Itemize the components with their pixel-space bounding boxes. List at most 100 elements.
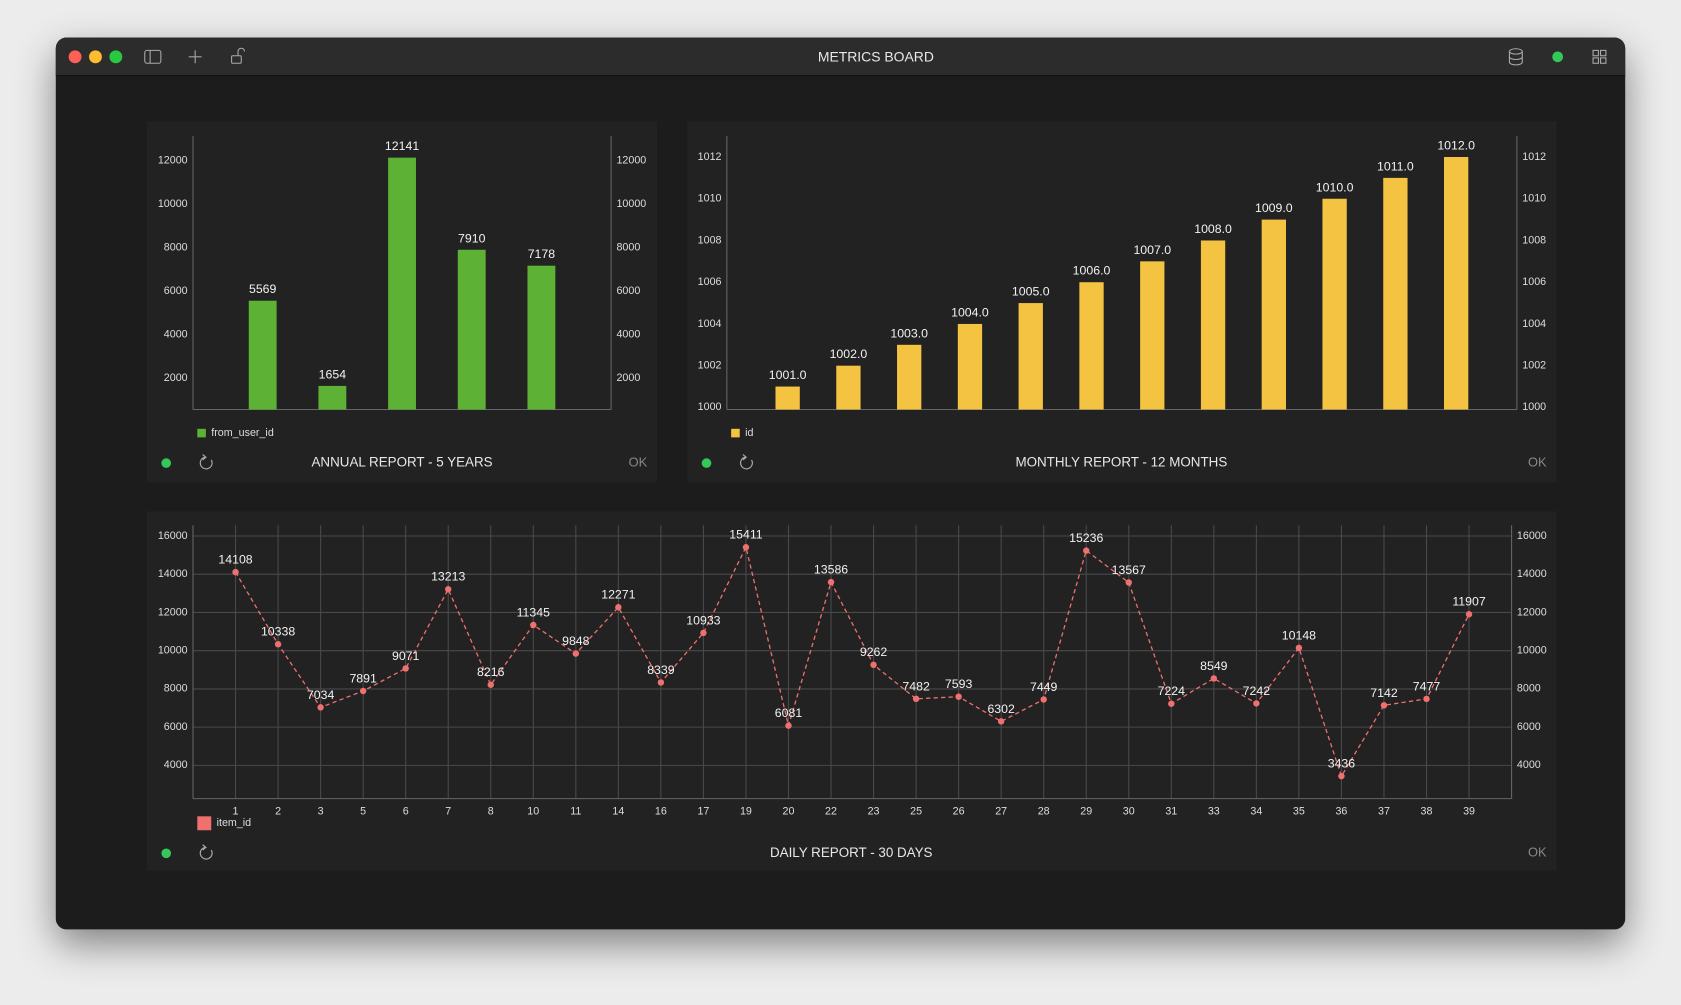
point xyxy=(1083,547,1090,554)
data-label: 15236 xyxy=(1069,531,1103,545)
x-tick-label: 37 xyxy=(1378,805,1390,817)
bar xyxy=(775,386,800,410)
y2-tick-label: 1012 xyxy=(1522,151,1546,163)
y-tick-label: 6000 xyxy=(164,721,188,733)
refresh-button[interactable] xyxy=(199,454,213,470)
data-label: 7242 xyxy=(1243,684,1271,698)
y-tick-label: 14000 xyxy=(158,568,188,580)
data-label: 9848 xyxy=(562,634,590,648)
legend-swatch xyxy=(197,816,212,831)
x-tick-label: 23 xyxy=(868,805,880,817)
chart-title: DAILY REPORT - 30 DAYS xyxy=(770,845,933,860)
status-indicator xyxy=(161,458,172,468)
y2-tick-label: 6000 xyxy=(1517,721,1541,733)
data-label: 1004.0 xyxy=(951,305,989,319)
bar xyxy=(1261,219,1286,410)
bar xyxy=(1079,282,1104,410)
data-label: 10148 xyxy=(1282,628,1316,642)
y-tick-label: 12000 xyxy=(158,155,188,167)
bar xyxy=(1018,303,1043,410)
point xyxy=(1168,700,1175,707)
x-tick-label: 33 xyxy=(1208,805,1220,817)
point xyxy=(997,718,1005,725)
refresh-button[interactable] xyxy=(740,454,753,470)
y2-tick-label: 12000 xyxy=(1517,606,1547,618)
point xyxy=(487,681,494,689)
bar xyxy=(1322,198,1347,410)
x-tick-label: 6 xyxy=(403,805,409,817)
line xyxy=(234,545,1470,778)
point xyxy=(232,568,239,576)
legend-label: id xyxy=(745,427,753,439)
zoom-button[interactable] xyxy=(109,50,123,64)
y2-tick-label: 14000 xyxy=(1517,568,1547,580)
refresh-button[interactable] xyxy=(199,844,213,860)
point xyxy=(1338,772,1345,780)
point xyxy=(274,641,282,648)
x-tick-label: 29 xyxy=(1080,805,1092,817)
status-indicator xyxy=(701,458,712,468)
chart-title: ANNUAL REPORT - 5 YEARS xyxy=(312,455,493,470)
point xyxy=(1210,675,1218,682)
point xyxy=(742,544,750,551)
point xyxy=(912,695,920,703)
data-label: 12271 xyxy=(601,588,635,602)
x-tick-label: 36 xyxy=(1335,805,1347,817)
y2-tick-label: 10000 xyxy=(1517,645,1547,657)
bar xyxy=(1140,261,1165,410)
y-tick-label: 1012 xyxy=(698,151,722,163)
x-tick-label: 26 xyxy=(953,805,965,817)
x-tick-label: 1 xyxy=(233,805,239,817)
title-bar xyxy=(55,37,1626,76)
y-tick-label: 6000 xyxy=(164,285,188,297)
bar xyxy=(836,365,861,410)
data-label: 7593 xyxy=(945,677,973,691)
x-tick-label: 8 xyxy=(488,805,494,817)
bar xyxy=(457,249,486,410)
x-tick-label: 39 xyxy=(1463,805,1475,817)
data-label: 7224 xyxy=(1158,684,1186,698)
x-tick-label: 34 xyxy=(1250,805,1262,817)
status-label: OK xyxy=(1528,454,1547,469)
data-label: 1007.0 xyxy=(1133,243,1171,257)
point xyxy=(1125,579,1132,586)
add-button[interactable] xyxy=(188,50,202,64)
data-label: 8216 xyxy=(477,665,505,679)
x-tick-label: 2 xyxy=(275,805,281,817)
data-label: 7034 xyxy=(307,688,335,702)
data-label: 1002.0 xyxy=(830,347,868,361)
data-label: 10338 xyxy=(261,625,295,639)
data-label: 1005.0 xyxy=(1012,285,1050,299)
lock-button[interactable] xyxy=(231,47,246,64)
point xyxy=(402,665,409,672)
bar xyxy=(248,300,277,410)
y2-tick-label: 1008 xyxy=(1522,234,1546,246)
database-button[interactable] xyxy=(1508,48,1523,66)
point xyxy=(1253,700,1260,707)
close-button[interactable] xyxy=(68,50,82,64)
x-tick-label: 19 xyxy=(740,805,752,817)
data-label: 1012.0 xyxy=(1437,139,1475,153)
grid-button[interactable] xyxy=(1592,49,1607,64)
point xyxy=(827,578,835,586)
data-label: 1654 xyxy=(319,367,347,381)
y-tick-label: 8000 xyxy=(164,242,188,254)
point xyxy=(955,693,962,700)
point xyxy=(1040,696,1047,703)
status-label: OK xyxy=(1528,845,1547,860)
status-dot xyxy=(1552,51,1564,63)
status-indicator xyxy=(161,848,172,859)
minimize-button[interactable] xyxy=(89,50,102,64)
legend-label: item_id xyxy=(217,817,252,829)
x-tick-label: 20 xyxy=(783,805,795,817)
data-label: 3436 xyxy=(1328,757,1356,771)
y2-tick-label: 1006 xyxy=(1522,276,1546,288)
y-tick-label: 12000 xyxy=(158,606,188,618)
data-label: 1009.0 xyxy=(1255,201,1293,215)
sidebar-button[interactable] xyxy=(144,49,162,64)
point xyxy=(1423,695,1430,703)
data-label: 8339 xyxy=(647,663,675,677)
point xyxy=(530,621,537,629)
data-label: 1003.0 xyxy=(890,326,928,340)
